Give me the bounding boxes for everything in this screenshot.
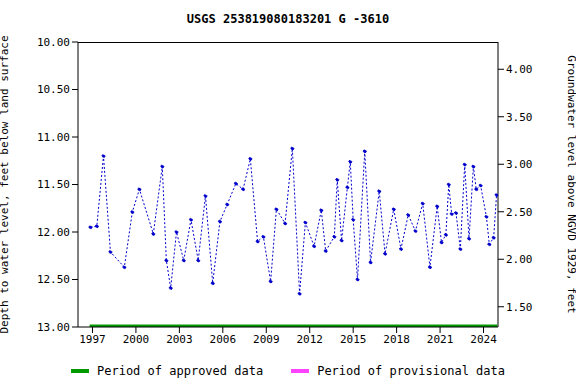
svg-text:4.00: 4.00	[506, 63, 533, 76]
svg-text:12.50: 12.50	[37, 273, 70, 286]
svg-text:2006: 2006	[210, 333, 237, 346]
svg-text:2024: 2024	[470, 333, 497, 346]
svg-text:10.50: 10.50	[37, 83, 70, 96]
svg-text:2000: 2000	[123, 333, 150, 346]
svg-text:2.50: 2.50	[506, 206, 533, 219]
svg-text:11.50: 11.50	[37, 178, 70, 191]
svg-text:2.00: 2.00	[506, 253, 533, 266]
svg-text:11.00: 11.00	[37, 131, 70, 144]
svg-text:12.00: 12.00	[37, 226, 70, 239]
svg-text:2021: 2021	[427, 333, 454, 346]
svg-text:13.00: 13.00	[37, 321, 70, 334]
html-text:USGS 253819080183201 G -3610: USGS 253819080183201 G -3610	[186, 12, 390, 26]
svg-text:1997: 1997	[79, 333, 106, 346]
svg-text:3.00: 3.00	[506, 158, 533, 171]
svg-text:2012: 2012	[296, 333, 323, 346]
svg-text:1.50: 1.50	[506, 301, 533, 314]
html-text:Period of provisional data: Period of provisional data	[317, 364, 505, 378]
svg-text:10.00: 10.00	[37, 36, 70, 49]
html-text:Period of approved data: Period of approved data	[97, 364, 264, 378]
svg-text:Depth to water level, feet bel: Depth to water level, feet below land su…	[8, 35, 11, 333]
svg-text:3.50: 3.50	[506, 111, 533, 124]
svg-text:2015: 2015	[340, 333, 367, 346]
svg-text:2009: 2009	[253, 333, 280, 346]
svg-text:2018: 2018	[383, 333, 410, 346]
svg-text:Groundwater level above NGVD 1: Groundwater level above NGVD 1929, feet	[565, 55, 568, 313]
svg-text:2003: 2003	[166, 333, 193, 346]
